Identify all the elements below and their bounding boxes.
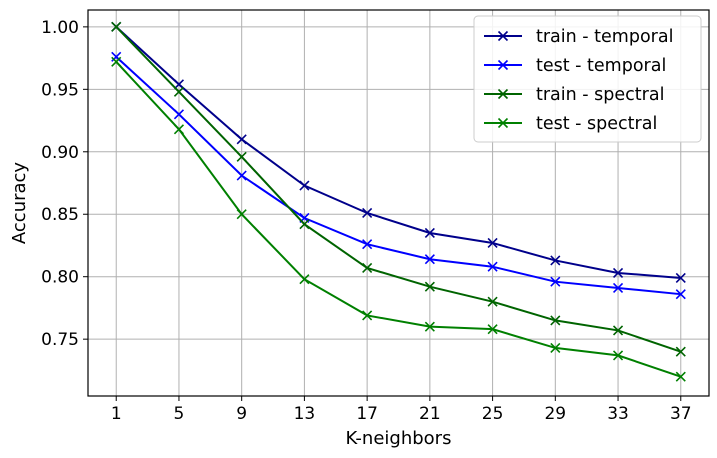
data-point (173, 124, 185, 135)
data-point (675, 371, 686, 382)
legend-label: test - spectral (536, 114, 657, 134)
legend-label: train - spectral (536, 85, 664, 105)
data-point (236, 170, 247, 181)
ticks: 1 5 9 13 17 21 25 29 33 37 0.75 0.80 0.85 0.90 0.95 1.0… (41, 18, 691, 424)
data-point (424, 321, 435, 332)
data-point (173, 86, 185, 97)
data-point (612, 325, 624, 336)
data-point (111, 56, 122, 67)
series-line (115, 26, 682, 353)
x-tick-label: 13 (294, 404, 316, 424)
x-axis-label: K-neighbors (346, 428, 452, 449)
x-tick-label: 9 (236, 404, 247, 424)
data-point (487, 296, 498, 307)
data-point (299, 274, 310, 285)
x-tick-label: 21 (419, 404, 441, 424)
x-tick-label: 25 (482, 404, 504, 424)
data-point (424, 254, 435, 265)
data-point (550, 255, 561, 266)
x-tick-label: 37 (670, 404, 692, 424)
data-point (550, 342, 561, 353)
x-tick-label: 33 (607, 404, 629, 424)
series-line (115, 61, 682, 378)
legend-marker (497, 117, 509, 129)
y-axis-label: Accuracy (9, 162, 30, 245)
data-point (111, 21, 122, 32)
x-tick-label: 5 (174, 404, 185, 424)
series-train-spectral (111, 21, 686, 357)
data-point (550, 315, 561, 326)
data-point (487, 261, 498, 272)
y-tick-label: 0.75 (41, 330, 79, 350)
legend-marker (497, 59, 509, 71)
legend-item: train - temporal (484, 27, 673, 47)
series-test-spectral (111, 56, 686, 382)
legend-item: train - spectral (484, 85, 664, 105)
legend-label: train - temporal (536, 27, 673, 47)
data-point (362, 239, 373, 250)
data-point (612, 350, 624, 361)
data-point (236, 151, 247, 162)
legend-marker (497, 88, 509, 100)
data-point (299, 219, 310, 230)
legend-item: test - spectral (484, 114, 657, 134)
legend: train - temporal test - temporal train - s… (473, 15, 702, 143)
data-point (236, 134, 247, 145)
data-point (675, 289, 686, 300)
legend-box (473, 15, 702, 143)
y-tick-label: 0.80 (41, 268, 79, 288)
data-point (236, 209, 247, 220)
y-tick-label: 0.85 (41, 205, 79, 225)
data-point (487, 237, 498, 249)
data-point (487, 324, 498, 335)
legend-item: test - temporal (484, 56, 666, 76)
series-layer (111, 21, 686, 382)
x-tick-label: 29 (544, 404, 566, 424)
data-point (362, 207, 373, 219)
data-point (550, 276, 561, 287)
legend-marker (497, 30, 509, 42)
y-tick-label: 0.95 (41, 80, 79, 100)
x-tick-label: 17 (356, 404, 378, 424)
data-point (675, 272, 686, 284)
data-point (612, 267, 624, 279)
data-point (173, 109, 185, 120)
grid (88, 10, 709, 396)
data-point (424, 281, 435, 292)
series-line (115, 26, 681, 279)
data-point (362, 262, 373, 274)
y-tick-label: 1.00 (41, 18, 79, 38)
plot-frame (87, 9, 710, 397)
data-point (362, 310, 373, 321)
data-point (612, 282, 624, 294)
y-tick-label: 0.90 (41, 143, 79, 163)
series-line (115, 56, 681, 296)
data-point (675, 346, 686, 357)
data-point (299, 180, 310, 191)
x-tick-label: 1 (111, 404, 122, 424)
data-point (424, 227, 435, 239)
legend-label: test - temporal (536, 56, 666, 76)
